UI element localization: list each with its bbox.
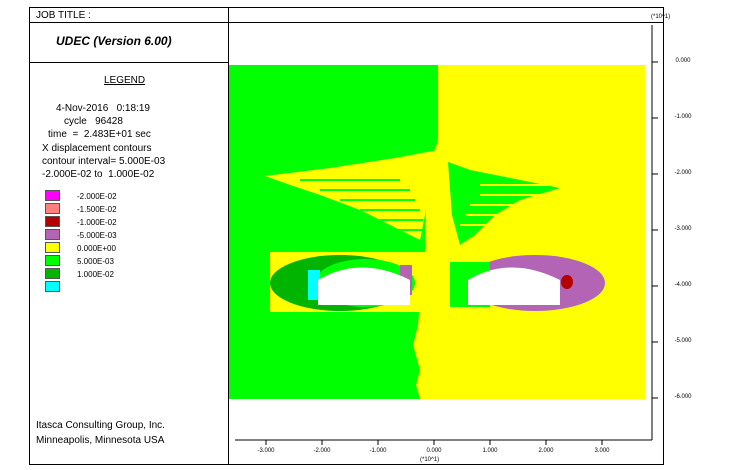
x-scale-label: (*10^1): [420, 457, 440, 463]
x-tick-label: 1.000: [482, 448, 498, 454]
legend-label: 5.000E-03: [77, 257, 114, 266]
legend-label: 1.000E-02: [77, 270, 114, 279]
plot-frame: [29, 7, 664, 465]
legend-date: 4-Nov-2016 0:18:19: [56, 103, 150, 114]
contour-left-tunnel-edge: [308, 270, 320, 300]
y-tick-label: -4.000: [674, 282, 692, 288]
y-scale-label: (*10^1): [651, 14, 671, 20]
y-tick-label: -6.000: [674, 394, 692, 400]
contour-stripes-right: [460, 184, 600, 226]
legend-swatch: [45, 190, 60, 201]
legend-contour-desc: X displacement contours: [42, 143, 152, 154]
footer-location: Minneapolis, Minnesota USA: [36, 435, 165, 446]
x-tick-label: 3.000: [594, 448, 610, 454]
legend-interval: contour interval= 5.000E-03: [42, 156, 166, 167]
y-tick-label: -2.000: [674, 170, 692, 176]
legend-range: -2.000E-02 to 1.000E-02: [42, 169, 155, 180]
y-tick-label: -1.000: [674, 114, 692, 120]
legend-title: LEGEND: [104, 75, 146, 86]
x-tick-label: -3.000: [257, 448, 275, 454]
contour-stripes-left: [300, 179, 425, 231]
x-tick-label: 0.000: [426, 448, 442, 454]
y-tick-label: -3.000: [674, 226, 692, 232]
legend-swatch: [45, 255, 60, 266]
header-divider: [29, 62, 229, 63]
legend-swatch: [45, 216, 60, 227]
program-title: UDEC (Version 6.00): [56, 34, 172, 48]
right-tunnel: [468, 267, 560, 305]
job-title: JOB TITLE :: [36, 10, 91, 21]
x-ticks: [265, 440, 603, 445]
legend-swatch: [45, 242, 60, 253]
x-tick-label: 2.000: [538, 448, 554, 454]
legend-cycle: cycle 96428: [64, 116, 123, 127]
y-tick-label: 0.000: [675, 58, 691, 64]
legend-swatch: [45, 229, 60, 240]
contour-right-tunnel-hotspot: [561, 275, 573, 289]
legend-swatch: [45, 281, 60, 292]
legend-swatch: [45, 268, 60, 279]
x-tick-label: -1.000: [369, 448, 387, 454]
legend-time: time = 2.483E+01 sec: [48, 129, 151, 140]
legend-panel: [29, 7, 229, 465]
title-divider: [29, 22, 664, 23]
left-tunnel: [318, 267, 410, 305]
legend-label: -2.000E-02: [77, 192, 117, 201]
contour-region-green: [229, 65, 438, 399]
legend-label: -1.500E-02: [77, 205, 117, 214]
legend-label: -5.000E-03: [77, 231, 117, 240]
legend-swatch: [45, 203, 60, 214]
legend-label: -1.000E-02: [77, 218, 117, 227]
contour-boundary: [413, 65, 438, 399]
x-tick-label: -2.000: [313, 448, 331, 454]
contour-band-left-wing: [265, 150, 438, 240]
footer-company: Itasca Consulting Group, Inc.: [36, 420, 165, 431]
y-ticks: [652, 61, 658, 399]
y-tick-label: -5.000: [674, 338, 692, 344]
legend-label: 0.000E+00: [77, 244, 116, 253]
